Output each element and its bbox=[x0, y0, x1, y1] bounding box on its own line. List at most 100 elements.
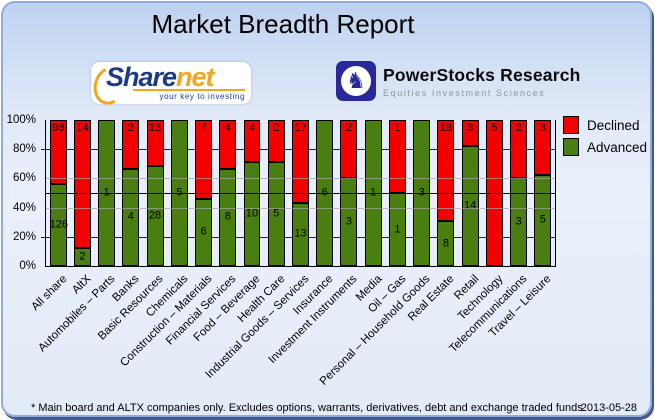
bar-segment-advanced bbox=[437, 221, 455, 266]
advanced-value-label: 1 bbox=[365, 187, 382, 199]
declined-value-label: 4 bbox=[248, 122, 256, 134]
y-axis-labels: 100% 80% 60% 40% 20% 0% bbox=[3, 114, 40, 272]
sharenet-wordmark-orange: net bbox=[176, 62, 214, 92]
bar-segment-advanced bbox=[292, 202, 309, 266]
declined-value-label: 2 bbox=[273, 122, 280, 134]
declined-value-label: 2 bbox=[127, 122, 134, 134]
page-title: Market Breadth Report bbox=[151, 9, 415, 39]
sharenet-tagline: your key to investing bbox=[133, 89, 245, 101]
bar-segment-advanced bbox=[267, 161, 285, 266]
bar-segment-declined bbox=[122, 120, 140, 169]
advanced-value-label: 1 bbox=[394, 223, 401, 235]
gridline-gray bbox=[46, 178, 555, 180]
declined-value-label: 2 bbox=[345, 122, 353, 134]
bar-segment-declined bbox=[49, 120, 67, 184]
advanced-value-label: 6 bbox=[200, 225, 207, 238]
legend-label-advanced: Advanced bbox=[587, 139, 648, 155]
bar-segment-declined bbox=[267, 120, 285, 162]
advanced-value-label: 8 bbox=[224, 210, 231, 223]
stacked-bar: 13 28 bbox=[146, 120, 164, 266]
bar-segment-declined bbox=[461, 120, 479, 146]
report-date: 2013-05-28 bbox=[580, 402, 637, 414]
bar-segment-declined bbox=[73, 120, 91, 248]
y-axis-tick bbox=[41, 236, 46, 238]
plot-area: 9812614212413285764841025171362311131883… bbox=[41, 120, 556, 267]
bar-segment-declined bbox=[292, 120, 309, 203]
advanced-value-label: 5 bbox=[273, 207, 280, 220]
bar-segment-declined bbox=[534, 120, 552, 175]
powerstocks-logo: ♞ PowerStocks Research Equities Investme… bbox=[336, 61, 581, 101]
knight-badge: ♞ bbox=[336, 61, 376, 101]
declined-value-label: 1 bbox=[394, 122, 401, 134]
bar-segment-advanced bbox=[195, 198, 213, 266]
advanced-value-label: 8 bbox=[442, 237, 449, 250]
y-tick-label: 80% bbox=[12, 143, 36, 156]
declined-value-label: 3 bbox=[539, 122, 546, 134]
stacked-bar: 17 13 bbox=[292, 120, 309, 266]
sharenet-wordmark-blue: Share bbox=[106, 62, 177, 92]
chess-knight-icon: ♞ bbox=[346, 68, 366, 93]
y-tick-label: 0% bbox=[19, 260, 36, 272]
declined-value-label: 98 bbox=[51, 122, 65, 134]
stacked-bar: 4 10 bbox=[243, 120, 261, 266]
declined-value-label: 14 bbox=[76, 122, 89, 134]
bar-segment-declined bbox=[219, 120, 237, 169]
y-axis-tick bbox=[41, 149, 46, 151]
declined-value-label: 18 bbox=[439, 122, 453, 134]
declined-value-label: 3 bbox=[467, 122, 474, 134]
legend: Declined Advanced bbox=[563, 116, 647, 160]
legend-label-declined: Declined bbox=[587, 117, 640, 133]
advanced-value-label: 14 bbox=[464, 199, 477, 212]
bar-segment-declined bbox=[437, 120, 455, 222]
powerstocks-text: PowerStocks Research Equities Investment… bbox=[383, 61, 581, 98]
bar-segment-declined bbox=[340, 120, 358, 179]
advanced-value-label: 2 bbox=[79, 250, 86, 263]
bar-segment-declined bbox=[243, 120, 261, 162]
advanced-value-label: 1 bbox=[98, 187, 115, 199]
fifty-percent-line bbox=[46, 193, 555, 194]
declined-value-label: 2 bbox=[515, 122, 522, 134]
advanced-value-label: 10 bbox=[245, 207, 259, 220]
stacked-bar: 18 8 bbox=[437, 120, 455, 266]
advanced-value-label: 3 bbox=[345, 215, 353, 228]
bar-segment-declined bbox=[510, 120, 528, 179]
y-tick-label: 60% bbox=[12, 172, 36, 185]
advanced-value-label: 13 bbox=[294, 227, 307, 240]
bar-segment-advanced bbox=[534, 174, 552, 266]
stacked-bar: 14 2 bbox=[73, 120, 91, 266]
x-axis-labels: All share AltX Automobiles – Parts Banks Bas… bbox=[29, 269, 554, 399]
advanced-value-label: 5 bbox=[171, 187, 188, 199]
advanced-value-label: 4 bbox=[127, 210, 134, 223]
y-tick-label: 40% bbox=[12, 201, 36, 214]
y-tick-label: 20% bbox=[12, 230, 36, 243]
advanced-value-label: 5 bbox=[539, 213, 546, 226]
advanced-value-label: 3 bbox=[515, 215, 522, 228]
bar-segment-declined bbox=[388, 120, 406, 193]
stacked-bar: 98 126 bbox=[49, 120, 68, 266]
knight-circle: ♞ bbox=[341, 66, 371, 96]
bar-segment-advanced bbox=[73, 247, 91, 266]
stacked-bar: 3 14 bbox=[461, 120, 479, 266]
declined-value-label: 17 bbox=[294, 122, 307, 134]
legend-item-advanced: Advanced bbox=[563, 138, 647, 156]
declined-value-label: 13 bbox=[148, 122, 162, 134]
x-category-label: All share bbox=[28, 273, 69, 314]
sharenet-wordmark: Sharenet bbox=[106, 62, 215, 93]
powerstocks-subtitle: Equities Investment Sciences bbox=[383, 88, 546, 98]
declined-value-label: 7 bbox=[200, 122, 207, 134]
advanced-value-label: 126 bbox=[49, 218, 68, 231]
declined-swatch bbox=[563, 116, 579, 134]
advanced-value-label: 28 bbox=[148, 209, 162, 222]
powerstocks-title: PowerStocks Research bbox=[383, 65, 581, 85]
bar-segment-declined bbox=[146, 120, 164, 167]
y-tick-label: 100% bbox=[6, 114, 36, 126]
footnote: * Main board and ALTX companies only. Ex… bbox=[31, 402, 583, 414]
advanced-swatch bbox=[563, 138, 579, 156]
bar-segment-advanced bbox=[243, 161, 261, 266]
